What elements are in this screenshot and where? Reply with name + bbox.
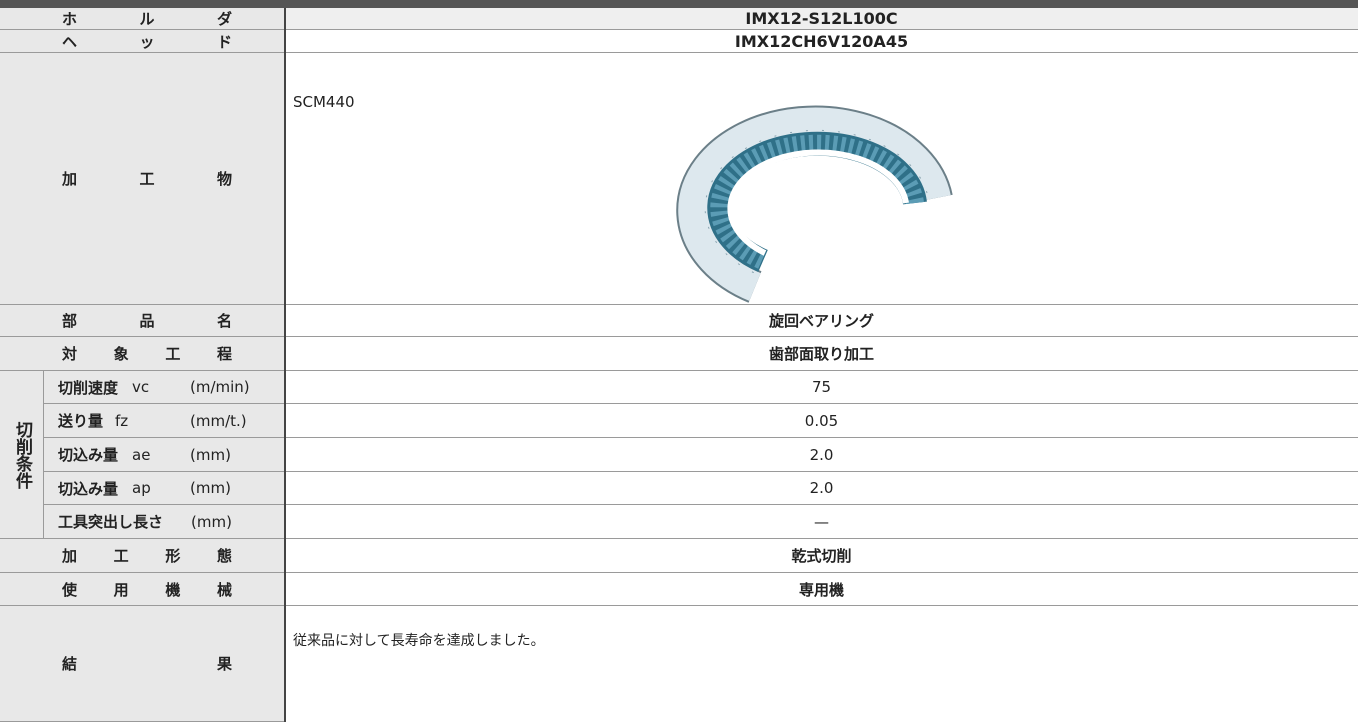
label-cell: ホ ル ダ <box>0 8 285 30</box>
row-label: 使 用 機 械 <box>62 580 232 599</box>
condition-name: 切込み量 <box>58 446 119 464</box>
condition-name: 切込み量 <box>58 479 119 498</box>
condition-value-cell: 75 <box>285 371 1358 404</box>
row-label: ヘ ッ ド <box>62 32 232 51</box>
machining-type-value: 乾式切削 <box>791 547 852 565</box>
result-value: 従来品に対して長寿命を達成しました。 <box>293 633 545 649</box>
condition-unit: (m/min) <box>190 378 250 396</box>
value-cell: IMX12-S12L100C <box>285 8 1358 30</box>
value-cell: 旋回ベアリング <box>285 305 1358 337</box>
condition-label-cell: 切込み量 ap (mm) <box>44 472 285 505</box>
row-label: 部 品 名 <box>62 312 232 330</box>
row-label: 加 工 物 <box>62 170 232 188</box>
condition-unit: (mm/t.) <box>190 411 247 430</box>
condition-name: 切削速度 <box>58 378 119 397</box>
top-bar <box>0 0 1358 8</box>
condition-value-cell: — <box>285 505 1358 539</box>
condition-symbol: ae <box>132 445 151 464</box>
ring-shape <box>727 149 909 256</box>
condition-label-cell: 切削速度 vc (m/min) <box>44 371 285 404</box>
label-cell: ヘ ッ ド <box>0 30 285 53</box>
label-cell: 加 工 物 <box>0 53 285 305</box>
holder-value: IMX12-S12L100C <box>745 9 898 28</box>
row-label: 対 象 工 程 <box>62 345 232 363</box>
value-cell: SCM440 <box>285 53 1358 305</box>
workpiece-illustration <box>676 105 953 303</box>
condition-name: 工具突出し長さ <box>58 513 164 531</box>
label-cell: 部 品 名 <box>0 305 285 337</box>
condition-label-cell: 切込み量 ae (mm) <box>44 438 285 472</box>
value-cell: 乾式切削 <box>285 539 1358 573</box>
condition-unit: (mm) <box>190 479 231 497</box>
condition-label-cell: 送り量 fz (mm/t.) <box>44 404 285 438</box>
condition-symbol: fz <box>115 411 129 430</box>
condition-unit: (mm) <box>190 445 231 464</box>
condition-value: 2.0 <box>809 479 834 497</box>
process-value: 歯部面取り加工 <box>768 345 874 363</box>
condition-value-cell: 2.0 <box>285 472 1358 505</box>
condition-value: 2.0 <box>809 445 834 464</box>
material: SCM440 <box>293 93 355 111</box>
head-value: IMX12CH6V120A45 <box>734 31 909 51</box>
label-cell: 結 果 <box>0 606 285 722</box>
row-label: ホ ル ダ <box>62 10 232 28</box>
condition-value: 0.05 <box>804 411 839 430</box>
condition-value: — <box>814 512 829 531</box>
row-label: 加 工 形 態 <box>62 547 232 565</box>
condition-value-cell: 2.0 <box>285 438 1358 472</box>
part-name-value: 旋回ベアリング <box>768 312 874 330</box>
condition-label-cell: 工具突出し長さ (mm) <box>44 505 285 539</box>
label-cell: 使 用 機 械 <box>0 573 285 606</box>
group-label-cell: 切削条件 <box>0 371 44 539</box>
value-cell: 専用機 <box>285 573 1358 606</box>
column-separator <box>284 8 286 722</box>
ring-shape <box>678 107 951 301</box>
ring-shape <box>710 134 924 270</box>
condition-symbol: ap <box>132 479 151 497</box>
machine-value: 専用機 <box>798 580 844 599</box>
label-cell: 加 工 形 態 <box>0 539 285 573</box>
condition-symbol: vc <box>132 378 150 396</box>
condition-name: 送り量 <box>58 412 104 430</box>
label-cell: 対 象 工 程 <box>0 337 285 371</box>
group-label: 切削条件 <box>12 420 32 489</box>
condition-value-cell: 0.05 <box>285 404 1358 438</box>
row-label: 結 果 <box>62 655 232 673</box>
condition-value: 75 <box>811 378 832 396</box>
value-cell: 歯部面取り加工 <box>285 337 1358 371</box>
value-cell: 従来品に対して長寿命を達成しました。 <box>285 606 1358 722</box>
value-cell: IMX12CH6V120A45 <box>285 30 1358 53</box>
condition-unit: (mm) <box>191 512 232 531</box>
